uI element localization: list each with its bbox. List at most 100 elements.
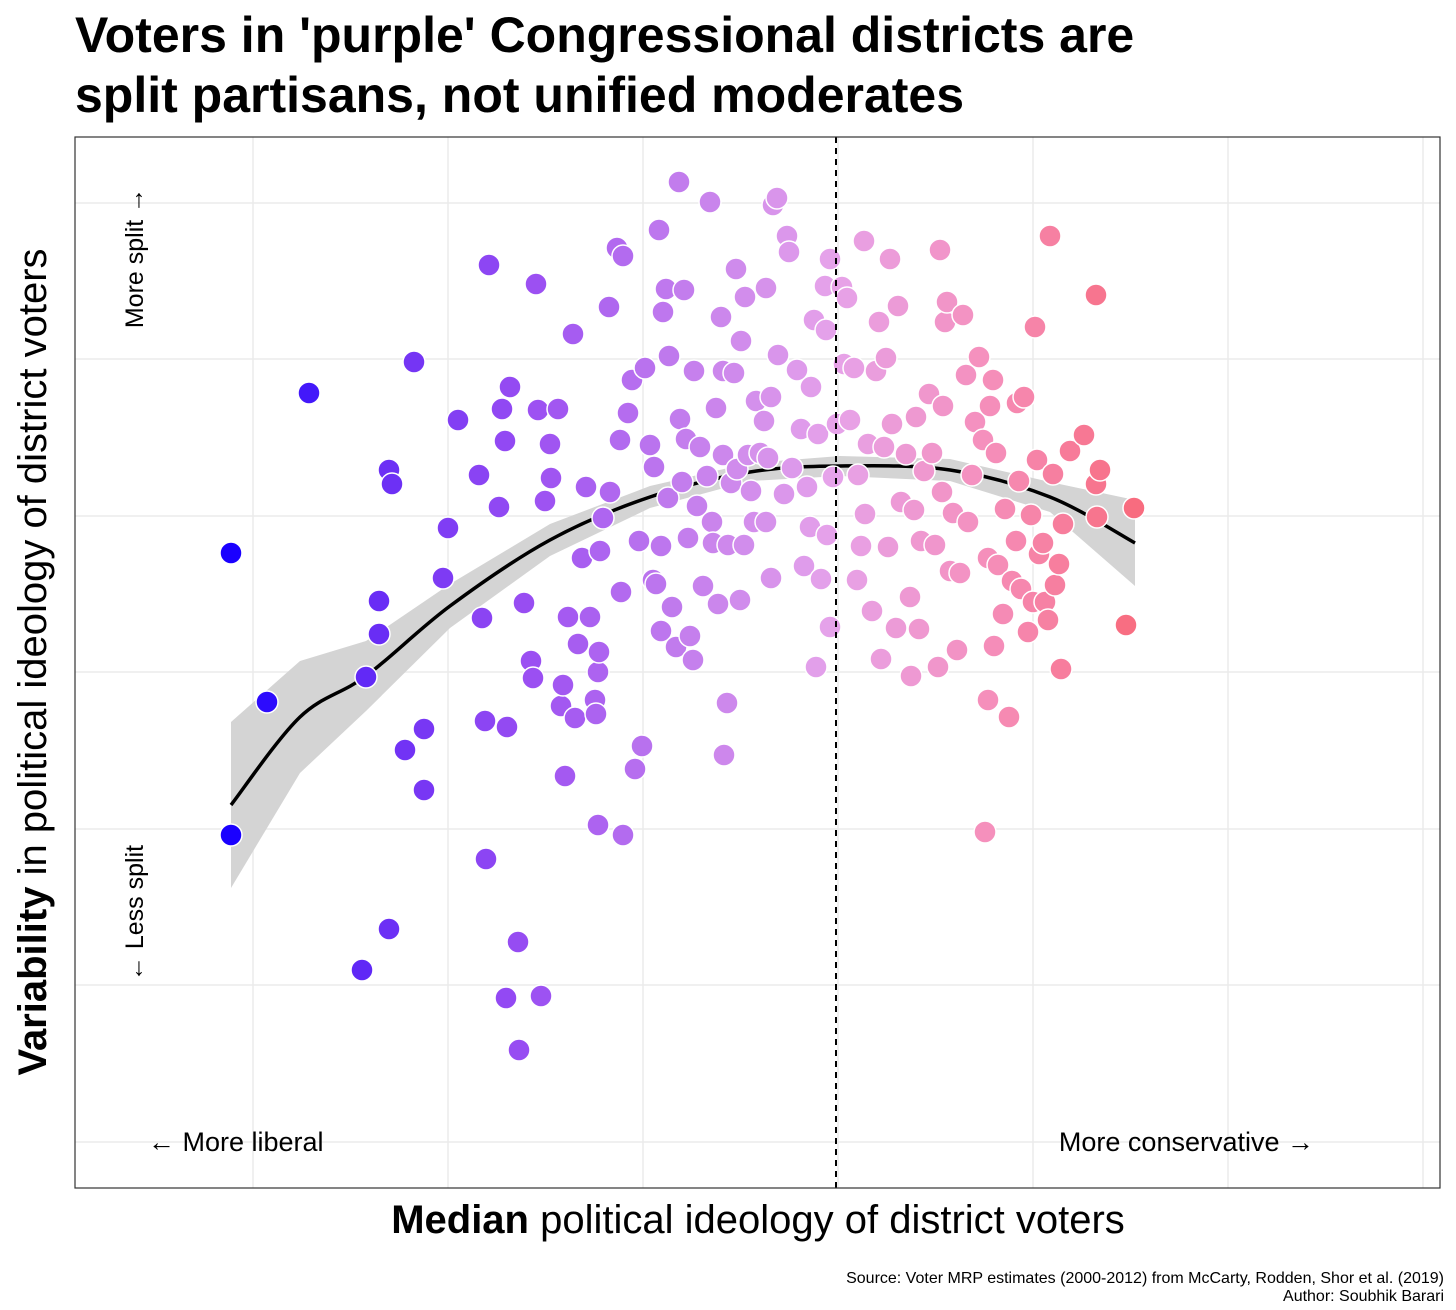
point [219,823,243,847]
x-label-bold: Median [391,1198,529,1242]
point [538,432,562,456]
point [477,253,501,277]
point [869,647,893,671]
point [815,523,839,547]
point [928,238,952,262]
point [728,588,752,612]
point [553,764,577,788]
point [976,688,1000,712]
point [1058,439,1082,463]
point [586,660,610,684]
point [880,412,904,436]
point [651,300,675,324]
point [722,361,746,385]
point [647,218,671,242]
point [494,986,518,1010]
point [997,705,1021,729]
point [886,294,910,318]
point [818,247,842,271]
point [904,405,928,429]
point [926,655,950,679]
x-label-rest: political ideology of district voters [529,1198,1125,1242]
annotation: More conservative → [1059,1127,1314,1157]
point [616,401,640,425]
point [1031,531,1055,555]
point [676,526,700,550]
point [627,529,651,553]
point [872,435,896,459]
point [954,363,978,387]
point [766,343,790,367]
point [551,673,575,697]
point [526,398,550,422]
point [729,329,753,353]
point [367,622,391,646]
point [1012,385,1036,409]
point [512,591,536,615]
point [1019,503,1043,527]
point [1049,657,1073,681]
point [984,441,1008,465]
point [470,606,494,630]
point [1007,469,1031,493]
point [546,397,570,421]
point [845,568,869,592]
point [986,553,1010,577]
point [756,446,780,470]
chart-title: split partisans, not unified moderates [75,67,964,123]
point [609,580,633,604]
point [945,638,969,662]
point [611,823,635,847]
point [667,170,691,194]
point [539,466,563,490]
y-label-rest: in political ideology of district voters [11,248,55,886]
plot-area [75,137,1440,1188]
point [706,592,730,616]
point [584,702,608,726]
point [668,407,692,431]
point [898,585,922,609]
point [752,409,776,433]
point [1122,496,1146,520]
point [474,847,498,871]
point [715,691,739,715]
plot-border [74,136,1441,1189]
point [563,706,587,730]
point [685,494,709,518]
point [785,358,809,382]
point [1004,529,1028,553]
point [956,510,980,534]
point [377,917,401,941]
point [436,516,460,540]
point [681,648,705,672]
point [1088,458,1112,482]
point [578,605,602,629]
point [846,463,870,487]
point [1114,613,1138,637]
point [902,498,926,522]
point [695,464,719,488]
point [754,510,778,534]
point [524,272,548,296]
point [809,567,833,591]
point [255,690,279,714]
point [678,624,702,648]
annotation: ← Less split [121,845,149,981]
point [951,303,975,327]
point [981,368,1005,392]
point [860,599,884,623]
point [682,359,706,383]
point [1047,552,1071,576]
point [935,290,959,314]
point [821,465,845,489]
point [642,455,666,479]
point [566,632,590,656]
point [1072,423,1096,447]
point [923,533,947,557]
point [367,589,391,613]
point [507,1038,531,1062]
point [1036,608,1060,632]
point [473,709,497,733]
point [660,595,684,619]
point [644,572,668,596]
